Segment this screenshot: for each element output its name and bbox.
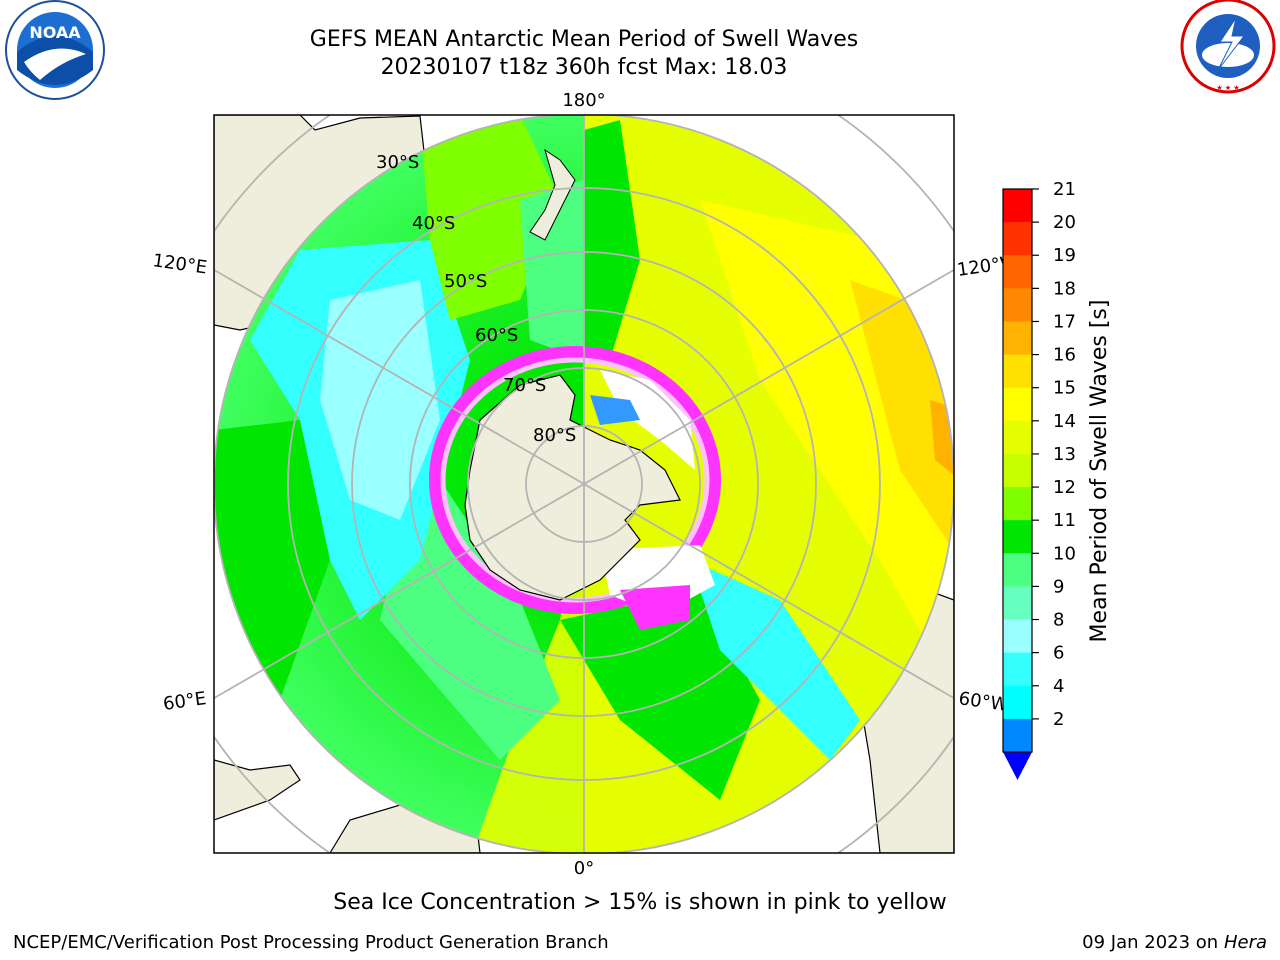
colorbar-tick-label: 13: [1053, 444, 1076, 465]
footer-credit: NCEP/EMC/Verification Post Processing Pr…: [13, 932, 609, 953]
lon-label-180: 180°: [562, 90, 605, 111]
colorbar-tick-label: 18: [1053, 278, 1076, 299]
ice-caption: Sea Ice Concentration > 15% is shown in …: [333, 890, 947, 915]
colorbar-segment: [1003, 354, 1032, 389]
colorbar: 21 20 19 18 17 16 15 14 13 12 11 10 9 8 6 4 2 Mean Perio…: [1002, 179, 1112, 780]
colorbar-ticks: 21 20 19 18 17 16 15 14 13 12 11 10 9 8 6 4 2: [1032, 179, 1076, 730]
chart-subtitle: 20230107 t18z 360h fcst Max: 18.03: [380, 55, 788, 80]
lon-label-120e: 120°E: [151, 250, 208, 278]
colorbar-extend-arrow: [1003, 752, 1032, 780]
nws-ring-stars: ★ ★ ★: [1216, 84, 1239, 92]
colorbar-segment: [1003, 652, 1032, 687]
colorbar-segment: [1003, 453, 1032, 488]
colorbar-segment: [1003, 619, 1032, 654]
sea-ice-ring: [429, 346, 721, 630]
colorbar-tick-label: 11: [1053, 510, 1076, 531]
colorbar-label: Mean Period of Swell Waves [s]: [1087, 300, 1112, 643]
colorbar-tick-label: 15: [1053, 378, 1076, 399]
colorbar-segment: [1003, 189, 1032, 223]
colorbar-segment: [1003, 586, 1032, 621]
graticule: [214, 115, 954, 853]
colorbar-segment: [1003, 321, 1032, 356]
lon-label-60w: 60°W: [957, 688, 1009, 716]
colorbar-tick-label: 10: [1053, 543, 1076, 564]
colorbar-segment: [1003, 553, 1032, 587]
latitude-labels: 30°S 40°S 50°S 60°S 70°S 80°S: [376, 152, 576, 446]
colorbar-tick-label: 12: [1053, 477, 1076, 498]
colorbar-tick-label: 17: [1053, 311, 1076, 332]
nws-logo: ★ ★ ★: [1180, 0, 1276, 94]
footer-date: 09 Jan 2023 on Hera: [1082, 932, 1267, 953]
lon-label-60e: 60°E: [162, 688, 208, 715]
map-frame: [213, 114, 955, 854]
footer-date-text: 09 Jan 2023 on: [1082, 932, 1224, 953]
noaa-logo: NOAA: [5, 0, 105, 100]
noaa-logo-text: NOAA: [29, 23, 81, 42]
colorbar-tick-label: 6: [1053, 643, 1064, 664]
chart-title: GEFS MEAN Antarctic Mean Period of Swell…: [309, 27, 859, 52]
colorbar-tick-label: 8: [1053, 610, 1064, 631]
colorbar-tick-label: 16: [1053, 345, 1076, 366]
lat-label-70: 70°S: [503, 375, 546, 396]
colorbar-segments: [1003, 189, 1032, 753]
colorbar-tick-label: 19: [1053, 245, 1076, 266]
colorbar-segment: [1003, 487, 1032, 521]
colorbar-segment: [1003, 387, 1032, 422]
colorbar-segment: [1003, 255, 1032, 289]
lat-label-50: 50°S: [444, 271, 487, 292]
colorbar-segment: [1003, 288, 1032, 322]
colorbar-tick-label: 14: [1053, 411, 1076, 432]
footer-host: Hera: [1223, 932, 1267, 953]
colorbar-tick-label: 9: [1053, 576, 1064, 597]
lat-label-40: 40°S: [412, 213, 455, 234]
colorbar-segment: [1003, 222, 1032, 256]
colorbar-segment: [1003, 718, 1032, 753]
new-zealand-land: [529, 148, 576, 241]
colorbar-segment: [1003, 520, 1032, 554]
colorbar-segment: [1003, 420, 1032, 455]
colorbar-frame: [1002, 188, 1033, 753]
colorbar-tick-label: 2: [1053, 709, 1064, 730]
colorbar-segment: [1003, 685, 1032, 720]
antarctica-land: [464, 374, 681, 601]
colorbar-tick-label: 21: [1053, 179, 1076, 200]
map-area: 30°S 40°S 50°S 60°S 70°S 80°S: [214, 115, 954, 853]
lat-label-80: 80°S: [533, 425, 576, 446]
lat-label-30: 30°S: [376, 152, 419, 173]
lat-label-60: 60°S: [475, 325, 518, 346]
colorbar-tick-label: 4: [1053, 676, 1064, 697]
lon-label-0: 0°: [574, 858, 594, 879]
colorbar-tick-label: 20: [1053, 212, 1076, 233]
